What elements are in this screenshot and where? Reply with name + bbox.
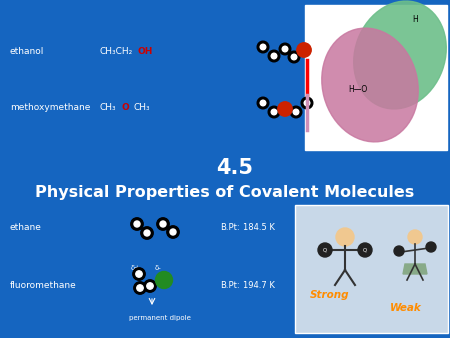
Text: 184.5 K: 184.5 K [243,223,275,233]
Text: 4.5: 4.5 [216,158,253,178]
Text: Physical Properties of Covalent Molecules: Physical Properties of Covalent Molecule… [36,185,414,199]
Circle shape [136,271,142,277]
Circle shape [170,229,176,235]
Circle shape [133,268,145,280]
Circle shape [134,282,146,294]
Text: Weak: Weak [390,303,422,313]
Circle shape [336,228,354,246]
Circle shape [141,227,153,239]
Circle shape [257,97,269,109]
Text: H—O: H—O [348,86,368,95]
Circle shape [160,221,166,227]
Ellipse shape [354,1,446,109]
Circle shape [278,102,292,116]
Bar [295,205,448,333]
Text: Q: Q [323,247,327,252]
Circle shape [268,106,280,118]
Bar [305,5,447,150]
Text: ethane: ethane [10,223,42,233]
Circle shape [290,106,302,118]
Circle shape [279,43,291,55]
Circle shape [144,230,150,236]
Circle shape [301,97,313,109]
Circle shape [293,109,299,115]
Text: O: O [122,103,130,113]
Text: H: H [412,16,418,24]
Circle shape [257,41,269,53]
Circle shape [394,246,404,256]
Text: CH₃: CH₃ [100,103,117,113]
Text: Q: Q [363,247,367,252]
Circle shape [271,53,277,59]
Circle shape [157,218,169,230]
Ellipse shape [322,28,418,142]
Text: δ-: δ- [155,265,162,271]
Circle shape [271,109,277,115]
Text: ethanol: ethanol [10,48,45,56]
Text: OH: OH [138,48,153,56]
Text: Strong: Strong [310,290,350,300]
Text: δ+: δ+ [131,265,141,271]
Circle shape [304,100,310,106]
Circle shape [318,243,332,257]
Circle shape [358,243,372,257]
Circle shape [131,218,143,230]
Circle shape [137,285,143,291]
Text: fluoromethane: fluoromethane [10,281,77,290]
Circle shape [291,54,297,60]
Circle shape [268,50,280,62]
Circle shape [260,100,266,106]
Text: methoxymethane: methoxymethane [10,103,90,113]
Circle shape [144,280,156,292]
Circle shape [282,46,288,52]
Circle shape [426,242,436,252]
Text: B.Pt:: B.Pt: [220,281,239,290]
Circle shape [297,43,311,57]
Text: CH₃: CH₃ [133,103,149,113]
Text: 194.7 K: 194.7 K [243,281,275,290]
Circle shape [260,44,266,50]
Text: CH₃CH₂: CH₃CH₂ [100,48,133,56]
Circle shape [156,271,172,289]
Circle shape [167,226,179,238]
Text: B.Pt:: B.Pt: [220,223,239,233]
Text: permanent dipole: permanent dipole [129,315,191,321]
Polygon shape [403,264,427,274]
Circle shape [408,230,422,244]
Circle shape [147,283,153,289]
Circle shape [288,51,300,63]
Circle shape [134,221,140,227]
